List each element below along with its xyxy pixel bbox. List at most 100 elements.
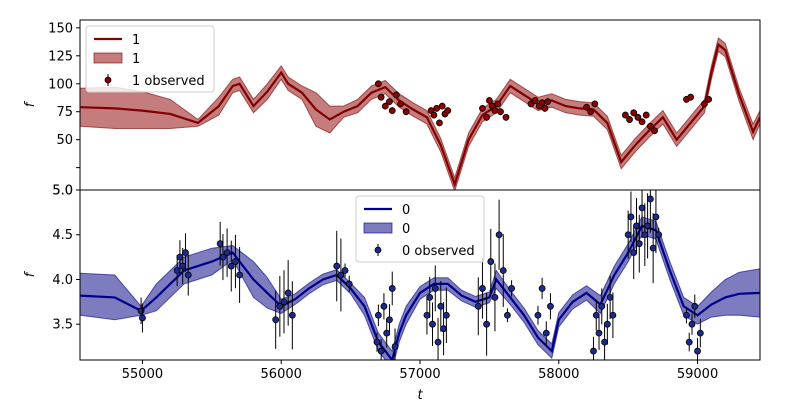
observed-point (377, 347, 385, 355)
observed-point (479, 285, 486, 292)
y-tick-label: 5.0 (52, 184, 73, 199)
model-line-top (80, 42, 760, 188)
observed-point (433, 104, 441, 112)
legend-top: 1 1 1 observed (85, 25, 215, 93)
observed-point (592, 311, 600, 319)
observed-point (606, 293, 614, 301)
observed-point (491, 107, 499, 114)
observed-point (434, 338, 442, 346)
observed-point (137, 307, 145, 315)
observed-point (397, 100, 404, 108)
y-tick-label: 5.0 (52, 184, 73, 199)
x-tick-label: 59000 (677, 367, 718, 382)
legend-label-observed: 1 observed (132, 74, 205, 89)
legend-box (355, 195, 485, 263)
legend-label-band: 0 (402, 222, 410, 237)
panel-top: 5.0 50 75 100 125 150 f 1 1 1 observed (23, 19, 761, 199)
observed-point (276, 302, 284, 310)
legend-label-line: 0 (402, 203, 410, 218)
observed-point (635, 240, 643, 248)
y-tick-label: 100 (48, 77, 73, 92)
observed-point (333, 262, 341, 270)
plot-area-bottom (80, 190, 760, 360)
y-axis-label-bottom: f (23, 270, 38, 277)
observed-point (184, 271, 192, 279)
observed-point (219, 253, 227, 261)
observed-point (508, 285, 515, 292)
y-axis-label-top: f (23, 100, 38, 107)
observed-point (176, 253, 184, 261)
y-tick-label: 50 (56, 133, 73, 148)
observed-point (485, 97, 493, 104)
observed-point (495, 231, 503, 239)
observed-point (646, 195, 654, 203)
observed-point (655, 231, 663, 239)
observed-point (538, 285, 546, 292)
observed-point (288, 311, 296, 319)
y-tick-label: 3.5 (52, 318, 73, 333)
observed-point (534, 311, 542, 319)
x-tick-label: 57000 (399, 367, 440, 382)
observed-point (644, 222, 651, 230)
observed-point (474, 302, 482, 310)
legend-band-swatch (363, 222, 393, 234)
observed-point (381, 102, 389, 110)
observed-point (436, 119, 443, 127)
plot-area-top (80, 37, 760, 190)
observed-point (624, 231, 632, 239)
observed-point (491, 293, 499, 301)
observed-point (494, 100, 502, 108)
observed-point (688, 320, 696, 328)
y-tick-label: 4.0 (52, 273, 73, 288)
observed-point (638, 118, 646, 126)
observed-point (638, 204, 646, 212)
observed-point (483, 113, 491, 121)
observed-point (587, 108, 595, 116)
observed-point (479, 104, 486, 112)
observed-point (642, 111, 650, 119)
observed-point (641, 231, 649, 239)
observed-point (621, 111, 629, 119)
observed-point (430, 111, 438, 119)
observed-point (438, 102, 446, 110)
observed-point (374, 80, 382, 88)
observed-point (595, 329, 603, 337)
observed-point (386, 98, 393, 106)
observed-point (373, 338, 381, 346)
observed-point (380, 302, 388, 310)
observed-point (139, 314, 146, 322)
legend-point-swatch (374, 246, 382, 254)
observed-point (627, 213, 635, 221)
x-tick-label: 55000 (122, 367, 163, 382)
observed-point (634, 113, 642, 121)
observed-point (502, 113, 510, 121)
observed-point (497, 108, 504, 116)
y-tick-label: 150 (48, 21, 73, 36)
observed-point (402, 108, 410, 116)
observed-point (426, 293, 434, 301)
observed-point (442, 311, 450, 319)
observed-point (179, 262, 187, 270)
observed-point (374, 311, 382, 319)
observed-point (388, 285, 396, 292)
observed-point (626, 116, 633, 123)
observed-point (272, 316, 280, 324)
observed-point (391, 343, 399, 350)
observed-point (685, 338, 693, 346)
observed-point (504, 311, 511, 319)
observed-point (630, 109, 638, 117)
observed-point (694, 347, 701, 355)
observed-point (386, 316, 393, 324)
observed-point (544, 98, 552, 106)
observed-point (583, 103, 590, 111)
panel-bottom: 3.5 4.0 4.5 5.0 55000 56000 57000 58000 59000 f t 0… (23, 184, 761, 400)
y-tick-label: 75 (56, 105, 73, 120)
observed-point (590, 347, 597, 355)
observed-point (393, 91, 400, 99)
y-tick-label: 4.5 (52, 228, 73, 243)
observed-point (341, 267, 349, 274)
observed-point (377, 93, 385, 101)
observed-point (646, 122, 654, 130)
observed-point (591, 100, 599, 108)
